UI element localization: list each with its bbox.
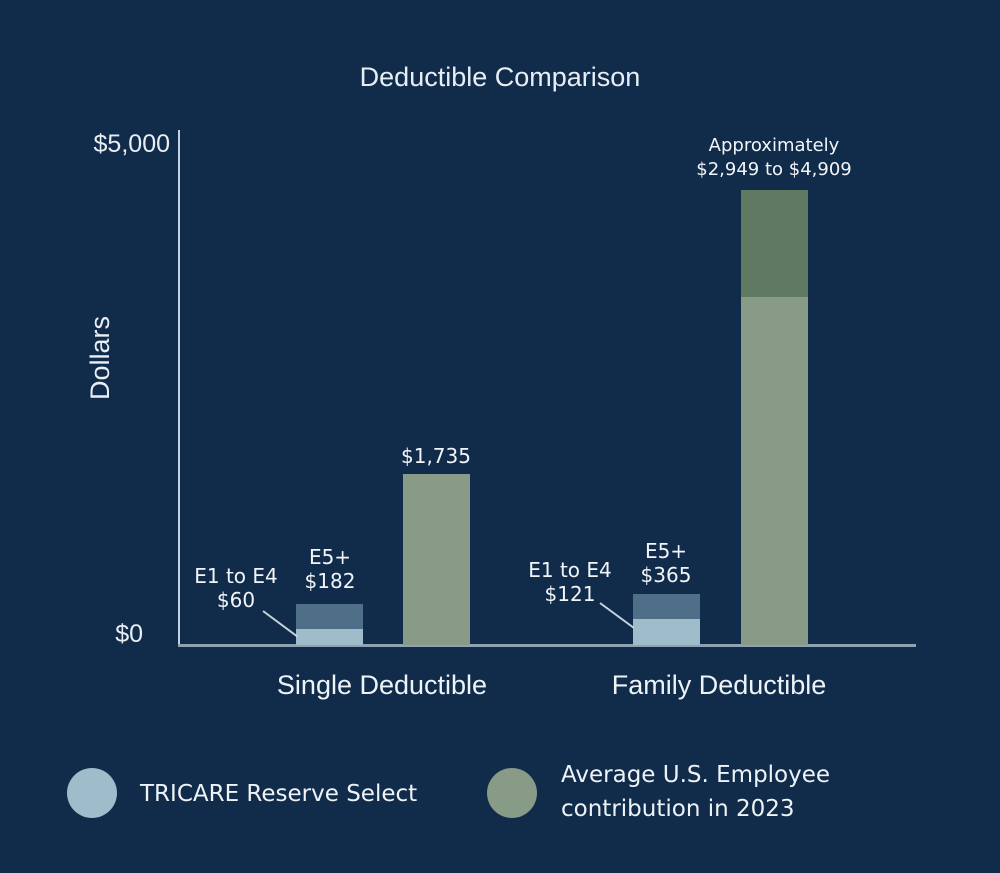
label-single-employee: $1,735	[401, 444, 471, 468]
chart-title: Deductible Comparison	[359, 62, 641, 92]
legend-swatch-employee	[487, 768, 537, 818]
bar-family-tricare-e1-e4	[633, 619, 700, 645]
label-family-e5: E5+ $365	[640, 539, 692, 587]
y-tick-zero: $0	[115, 620, 143, 648]
bar-single-tricare-e1-e4	[296, 629, 363, 645]
x-axis-line	[178, 644, 916, 647]
label-family-employee: Approximately $2,949 to $4,909	[696, 135, 852, 180]
bar-family-employee-range	[741, 190, 808, 297]
bar-single-employee	[403, 474, 470, 645]
legend-swatch-tricare	[67, 768, 117, 818]
label-single-e1-e4: E1 to E4 $60	[194, 564, 278, 612]
label-family-e1-e4: E1 to E4 $121	[528, 558, 612, 606]
legend-label-employee: Average U.S. Employee contribution in 20…	[561, 762, 831, 822]
x-category-family: Family Deductible	[611, 670, 827, 700]
y-axis-line	[178, 130, 180, 647]
x-category-single: Single Deductible	[276, 670, 488, 700]
y-tick-max: $5,000	[93, 130, 170, 158]
legend-label-tricare: TRICARE Reserve Select	[140, 781, 418, 807]
label-single-e5: E5+ $182	[304, 545, 356, 593]
